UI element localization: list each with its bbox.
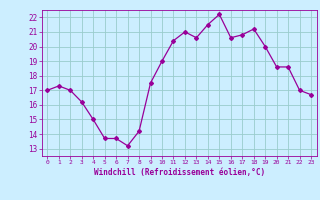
X-axis label: Windchill (Refroidissement éolien,°C): Windchill (Refroidissement éolien,°C)	[94, 168, 265, 177]
